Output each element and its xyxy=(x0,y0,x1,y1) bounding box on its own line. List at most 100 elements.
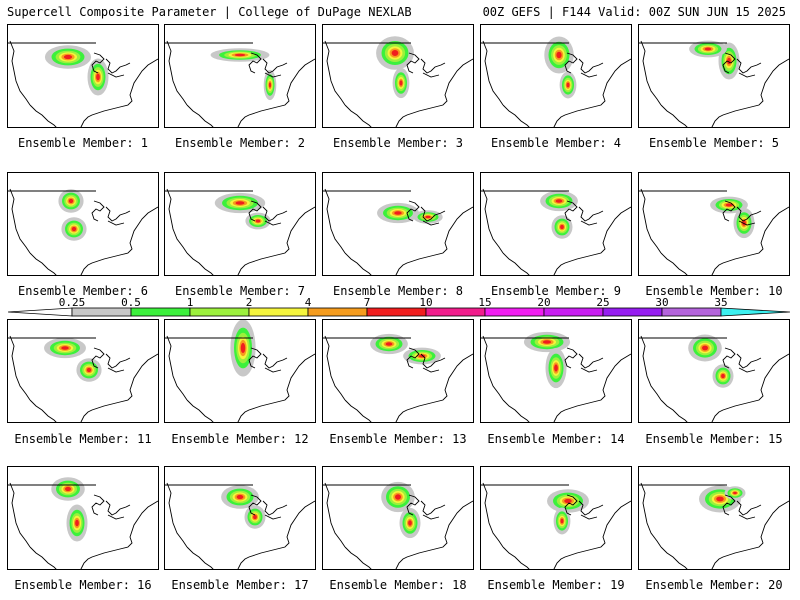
scp-contour-blob xyxy=(61,346,69,350)
scp-contour-blob xyxy=(240,342,246,354)
colorbar-tick-label: 7 xyxy=(364,298,371,309)
scp-contour-blob xyxy=(391,50,399,56)
map-boundary-line xyxy=(553,112,572,127)
map-boundary-line xyxy=(722,52,762,78)
map-boundary-line xyxy=(97,58,158,114)
member-label: Ensemble Member: 2 xyxy=(174,136,306,150)
us-map-svg xyxy=(8,40,158,127)
colorbar-segment xyxy=(425,307,486,317)
map-boundary-line xyxy=(553,260,572,275)
map-boundary-line xyxy=(324,335,346,401)
scp-contour-blob xyxy=(554,364,558,372)
member-label: Ensemble Member: 1 xyxy=(17,136,149,150)
map-boundary-line xyxy=(412,353,473,409)
scp-contour-blob xyxy=(86,367,92,373)
map-boundary-line xyxy=(711,407,730,422)
map-boundary-line xyxy=(406,52,446,78)
map-boundary-line xyxy=(9,188,31,254)
us-map-svg xyxy=(165,40,315,127)
scp-contour-blob xyxy=(733,491,737,495)
member-label: Ensemble Member: 12 xyxy=(171,432,309,446)
map-panel-member-1 xyxy=(7,24,159,128)
member-label: Ensemble Member: 10 xyxy=(645,284,783,298)
member-label: Ensemble Member: 17 xyxy=(171,578,309,592)
member-label: Ensemble Member: 8 xyxy=(332,284,464,298)
map-boundary-line xyxy=(97,353,158,409)
map-panel-member-11 xyxy=(7,319,159,423)
map-boundary-line xyxy=(502,252,530,275)
map-panel-member-4 xyxy=(480,24,632,128)
colorbar-segment xyxy=(307,307,368,317)
map-panel-member-7 xyxy=(164,172,316,276)
scp-contour-blob xyxy=(564,498,572,504)
map-boundary-line xyxy=(97,500,158,556)
map-boundary-line xyxy=(29,546,57,569)
us-map-svg xyxy=(639,334,789,422)
map-boundary-line xyxy=(570,58,631,114)
map-boundary-line xyxy=(482,188,504,254)
map-boundary-line xyxy=(237,554,256,569)
map-boundary-line xyxy=(660,546,688,569)
map-boundary-line xyxy=(254,500,315,556)
scp-contour-blob xyxy=(75,519,79,527)
colorbar-tick-label: 4 xyxy=(305,298,312,309)
map-boundary-line xyxy=(395,554,414,569)
colorbar-segment xyxy=(484,307,545,317)
scp-contour-blob xyxy=(702,345,708,351)
colorbar-tick-label: 35 xyxy=(714,298,727,309)
map-boundary-line xyxy=(80,407,99,422)
member-label: Ensemble Member: 15 xyxy=(645,432,783,446)
map-panel-member-16 xyxy=(7,466,159,570)
map-boundary-line xyxy=(29,104,57,127)
map-boundary-line xyxy=(344,546,372,569)
colorbar-tick-label: 25 xyxy=(596,298,609,309)
scp-contour-blob xyxy=(560,224,564,230)
us-map-svg xyxy=(481,482,631,569)
map-boundary-line xyxy=(395,112,414,127)
map-boundary-line xyxy=(80,554,99,569)
colorbar-segment xyxy=(189,307,250,317)
us-map-svg xyxy=(639,188,789,275)
scp-contour-blob xyxy=(425,215,431,219)
map-panel-member-2 xyxy=(164,24,316,128)
map-boundary-line xyxy=(711,260,730,275)
us-map-svg xyxy=(323,333,473,422)
member-label: Ensemble Member: 16 xyxy=(14,578,152,592)
us-map-svg xyxy=(165,482,315,569)
map-boundary-line xyxy=(728,500,789,556)
map-boundary-line xyxy=(29,252,57,275)
map-boundary-line xyxy=(728,206,789,262)
scp-contour-blob xyxy=(555,199,563,203)
scp-contour-blob xyxy=(721,373,725,379)
member-label: Ensemble Member: 4 xyxy=(490,136,622,150)
map-boundary-line xyxy=(91,200,131,226)
map-boundary-line xyxy=(91,52,131,78)
map-boundary-line xyxy=(564,200,604,226)
map-boundary-line xyxy=(248,52,288,78)
map-boundary-line xyxy=(344,252,372,275)
map-boundary-line xyxy=(9,482,31,548)
map-panel-member-20 xyxy=(638,466,790,570)
scp-contour-blob xyxy=(394,211,402,215)
map-panel-member-13 xyxy=(322,319,474,423)
us-map-svg xyxy=(165,320,315,422)
map-boundary-line xyxy=(412,58,473,114)
member-label: Ensemble Member: 20 xyxy=(645,578,783,592)
colorbar-segment xyxy=(543,307,604,317)
scp-contour-blob xyxy=(399,80,403,86)
us-map-svg xyxy=(323,36,473,127)
map-boundary-line xyxy=(482,40,504,106)
map-boundary-line xyxy=(482,335,504,401)
map-boundary-line xyxy=(91,347,131,373)
map-boundary-line xyxy=(502,546,530,569)
us-map-svg xyxy=(323,481,473,569)
colorbar-tick-label: 1 xyxy=(187,298,194,309)
colorbar-tick-label: 0.5 xyxy=(121,298,141,309)
map-panel-member-18 xyxy=(322,466,474,570)
map-boundary-line xyxy=(660,104,688,127)
colorbar-segment xyxy=(366,307,427,317)
map-boundary-line xyxy=(186,546,214,569)
map-panel-member-12 xyxy=(164,319,316,423)
map-boundary-line xyxy=(254,206,315,262)
map-panel-member-3 xyxy=(322,24,474,128)
